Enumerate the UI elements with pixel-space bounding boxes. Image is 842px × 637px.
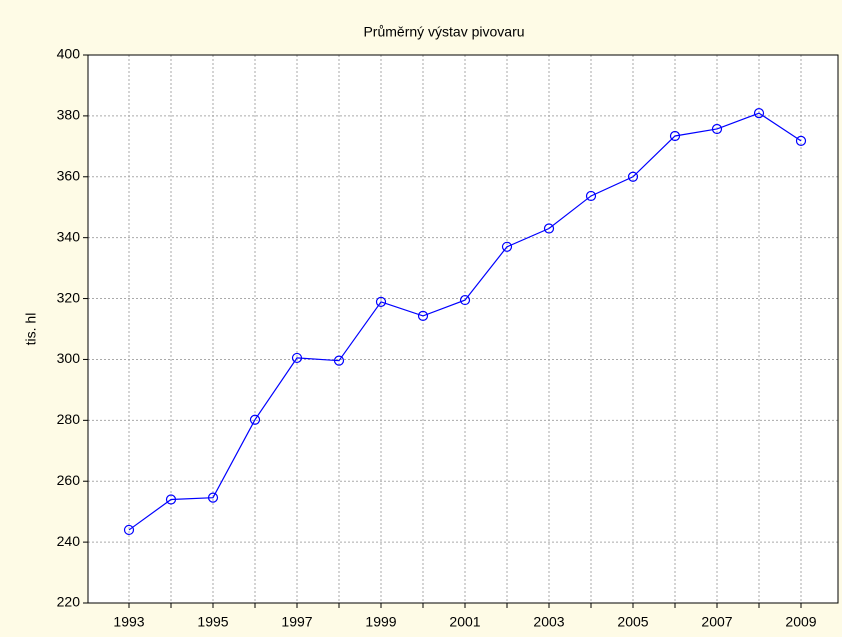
x-tick-label: 2005 xyxy=(617,614,648,630)
point xyxy=(417,310,429,322)
x-tick-label: 2009 xyxy=(785,614,816,630)
point xyxy=(501,241,513,252)
point xyxy=(375,296,387,308)
x-tick-label: 2007 xyxy=(701,614,732,630)
x-tick-label: 1997 xyxy=(281,614,312,630)
point xyxy=(711,123,723,135)
x-tick-label: 1995 xyxy=(197,614,228,630)
y-tick-label: 320 xyxy=(57,289,81,305)
point xyxy=(291,352,303,364)
point xyxy=(333,355,345,366)
y-tick-label: 380 xyxy=(57,107,81,123)
point xyxy=(585,190,597,202)
y-tick-label: 300 xyxy=(57,350,81,366)
point xyxy=(795,135,807,146)
point xyxy=(123,524,135,536)
y-tick-label: 400 xyxy=(57,46,81,62)
point xyxy=(627,171,639,182)
chart-title: Průměrný výstav pivovaru xyxy=(363,24,524,40)
point xyxy=(753,108,765,119)
x-tick-label: 1999 xyxy=(365,614,396,630)
y-tick-label: 260 xyxy=(57,472,81,488)
x-tick-label: 1993 xyxy=(113,614,144,630)
point xyxy=(165,494,177,505)
point xyxy=(669,130,681,142)
y-tick-label: 340 xyxy=(57,228,81,244)
y-axis-label: tis. hl xyxy=(23,313,39,346)
x-tick-label: 2001 xyxy=(449,614,480,630)
point xyxy=(207,492,219,503)
point xyxy=(249,414,261,425)
y-tick-label: 360 xyxy=(57,167,81,183)
y-tick-label: 220 xyxy=(57,594,81,610)
point xyxy=(459,294,471,306)
plot-area xyxy=(88,55,838,603)
y-tick-label: 240 xyxy=(57,533,81,549)
x-tick-label: 2003 xyxy=(533,614,564,630)
plot-frame xyxy=(87,54,839,604)
line xyxy=(128,112,802,531)
point xyxy=(543,223,555,234)
y-tick-label: 280 xyxy=(57,411,81,427)
